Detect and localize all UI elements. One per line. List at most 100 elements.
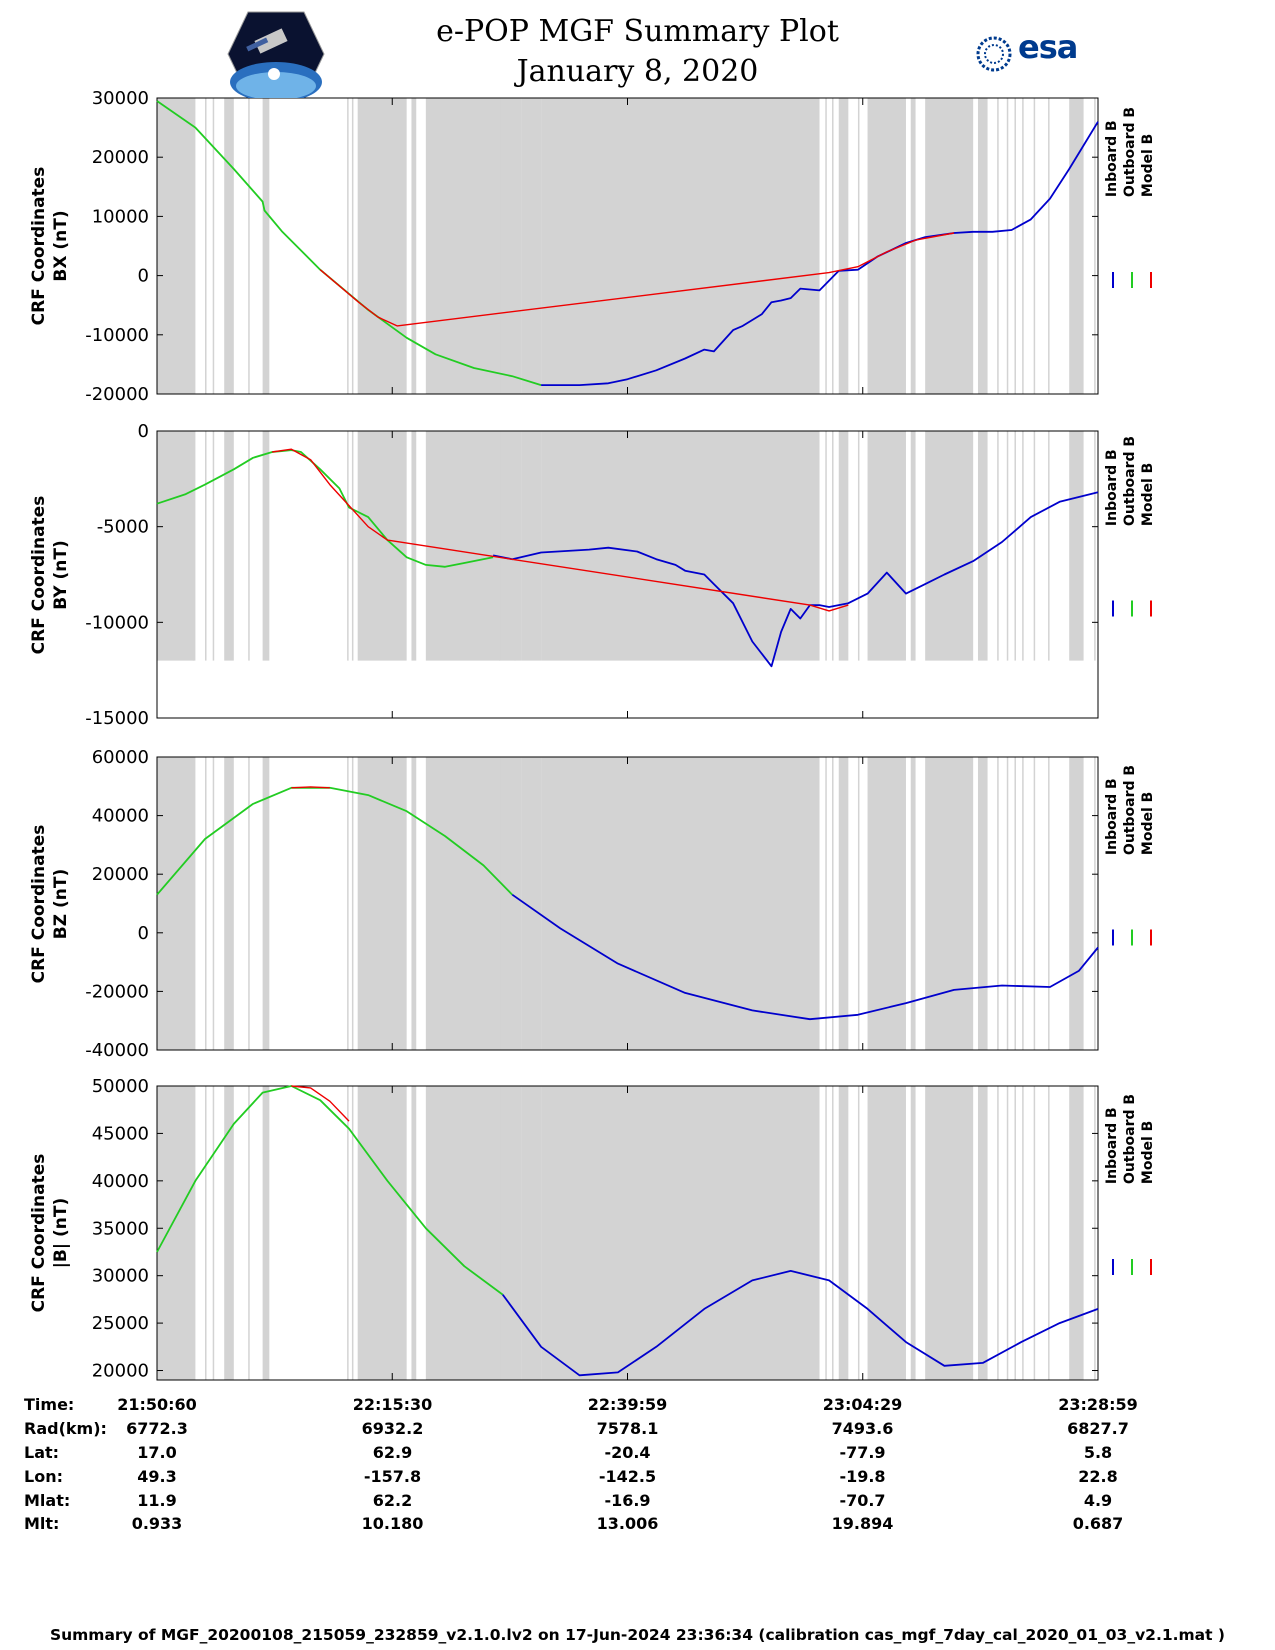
shade-stripe xyxy=(514,757,516,1050)
shade-stripe xyxy=(857,98,860,394)
shade-band xyxy=(224,431,234,661)
shade-band xyxy=(1069,98,1084,394)
legend: Inboard B Outboard B Model B xyxy=(1103,1094,1157,1184)
table-cell: 6772.3 xyxy=(126,1419,188,1438)
esa-logo-text: esa xyxy=(1018,28,1078,66)
shade-stripe xyxy=(498,98,501,394)
table-cell: 7578.1 xyxy=(596,1419,659,1438)
shade-band xyxy=(224,98,234,394)
legend: Inboard B Outboard B Model B xyxy=(1103,435,1157,525)
shade-band xyxy=(910,98,916,394)
table-cell: -142.5 xyxy=(598,1467,657,1486)
shade-stripe xyxy=(1022,431,1024,661)
shade-band xyxy=(925,98,974,394)
shade-band xyxy=(157,431,196,661)
shade-stripe xyxy=(347,1086,349,1380)
shade-stripe xyxy=(248,1086,250,1380)
shade-band xyxy=(977,98,988,394)
y-tick-label: 60000 xyxy=(92,747,149,768)
shade-stripe xyxy=(1006,98,1009,394)
shade-stripe xyxy=(1006,431,1009,661)
legend-inboard-label: Inboard B xyxy=(1104,448,1120,526)
y-axis-label: CRF Coordinates BX (nT) xyxy=(28,167,72,326)
shade-stripe xyxy=(1014,757,1016,1050)
y-tick-label: 20000 xyxy=(92,864,149,885)
shade-band xyxy=(977,431,988,661)
y-tick-label: -5000 xyxy=(97,517,149,538)
table-cell: 22:39:59 xyxy=(587,1395,668,1414)
table-cell: 6827.7 xyxy=(1067,1419,1129,1438)
table-cell: 23:28:59 xyxy=(1058,1395,1138,1414)
table-cell: 0.933 xyxy=(131,1514,183,1533)
y-tick-label: -15000 xyxy=(85,708,149,729)
table-cell: 11.9 xyxy=(137,1491,177,1510)
y-axis-label-line: BY (nT) xyxy=(51,539,71,610)
shade-stripe xyxy=(351,757,354,1050)
table-row-label: Time: xyxy=(24,1395,75,1414)
table-cell: 7493.6 xyxy=(831,1419,894,1438)
y-tick-label: 50000 xyxy=(92,1076,149,1097)
legend-model-label: Model B xyxy=(1140,791,1156,855)
outboard-line xyxy=(156,786,513,896)
shade-stripe xyxy=(1033,757,1036,1050)
shade-band xyxy=(425,98,522,394)
table-cell: 23:04:29 xyxy=(822,1395,903,1414)
esa-logo xyxy=(976,36,1012,72)
shade-stripe xyxy=(248,431,250,661)
shade-stripe xyxy=(857,431,860,661)
table-row-label: Lon: xyxy=(24,1467,63,1486)
shade-stripe xyxy=(1048,431,1050,661)
shade-stripe xyxy=(832,1086,834,1380)
shade-band xyxy=(838,757,849,1050)
y-axis-label-line: |B| (nT) xyxy=(51,1197,71,1269)
shade-stripe xyxy=(997,1086,999,1380)
model-line xyxy=(272,448,849,612)
shade-band xyxy=(358,431,407,661)
outboard-line xyxy=(156,1085,504,1296)
shade-stripe xyxy=(825,1086,827,1380)
shade-band xyxy=(867,1086,906,1380)
shade-band xyxy=(358,98,407,394)
shade-stripe xyxy=(1033,98,1036,394)
shade-band xyxy=(838,98,849,394)
table-cell: 13.006 xyxy=(596,1514,659,1533)
y-tick-label: -40000 xyxy=(85,1040,149,1061)
table-row-label: Mlt: xyxy=(24,1514,60,1533)
shade-stripe xyxy=(832,757,834,1050)
y-tick-label: 0 xyxy=(138,923,149,944)
table-cell: 21:50:60 xyxy=(117,1395,197,1414)
shade-stripe xyxy=(205,1086,207,1380)
legend-model-label: Model B xyxy=(1140,1120,1156,1185)
y-tick-label: 35000 xyxy=(92,1218,149,1239)
shade-band xyxy=(910,757,916,1050)
table-row-label: Mlat: xyxy=(24,1491,71,1510)
shade-band xyxy=(262,98,270,394)
shade-stripe xyxy=(1014,1086,1016,1380)
y-axis-label-line: CRF Coordinates xyxy=(29,495,49,654)
shade-stripe xyxy=(357,1086,360,1380)
y-tick-label: 25000 xyxy=(92,1313,149,1334)
shade-stripe xyxy=(1033,1086,1036,1380)
shade-stripe xyxy=(212,757,215,1050)
shade-stripe xyxy=(192,431,195,661)
legend-model-label: Model B xyxy=(1140,462,1156,526)
y-axis-label: CRF Coordinates BZ (nT) xyxy=(28,824,72,983)
shade-stripe xyxy=(1094,757,1096,1050)
shade-band xyxy=(358,757,407,1050)
shade-band xyxy=(541,431,820,661)
shade-stripe xyxy=(357,757,360,1050)
legend-inboard-label: Inboard B xyxy=(1104,777,1120,855)
shade-band xyxy=(224,1086,234,1380)
inboard-line xyxy=(541,121,1099,387)
table-cell: 22.8 xyxy=(1078,1467,1118,1486)
shade-stripe xyxy=(1014,98,1016,394)
shade-stripe xyxy=(825,757,827,1050)
outboard-line xyxy=(156,449,494,568)
shade-stripe xyxy=(1033,431,1036,661)
inboard-line xyxy=(492,491,1099,668)
table-cell: -19.8 xyxy=(839,1467,886,1486)
shade-stripe xyxy=(357,431,360,661)
shade-stripe xyxy=(347,98,349,394)
shade-stripe xyxy=(351,1086,354,1380)
shade-band xyxy=(910,431,916,661)
